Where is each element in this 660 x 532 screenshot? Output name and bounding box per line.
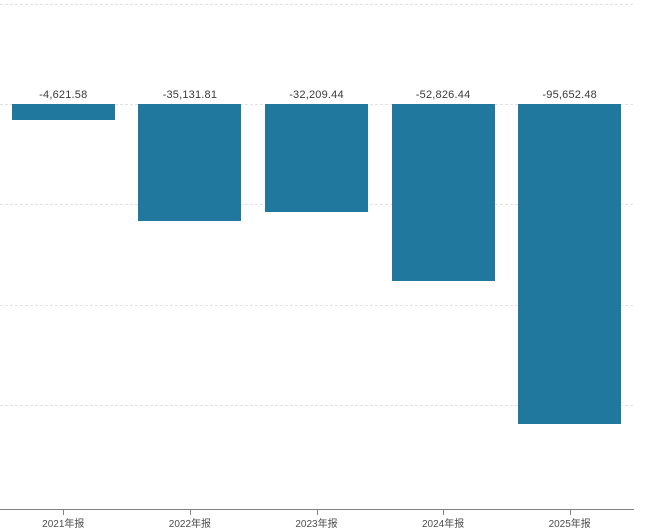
bar-value-label: -95,652.48	[542, 89, 597, 102]
x-axis-tick	[443, 510, 445, 515]
gridline	[0, 304, 633, 306]
x-axis-tick	[189, 510, 191, 515]
chart-bar-2024[interactable]	[391, 104, 495, 281]
x-axis-tick	[63, 510, 65, 515]
gridline	[0, 404, 633, 406]
bar-value-label: -52,826.44	[415, 89, 471, 102]
x-axis-label: 2025年报	[548, 519, 591, 530]
bar-value-label: -35,131.81	[162, 89, 218, 102]
chart-bar-2025[interactable]	[518, 104, 622, 424]
chart-bar-2021[interactable]	[11, 104, 115, 120]
gridline	[0, 4, 633, 5]
x-axis-tick	[569, 510, 571, 515]
x-axis-tick	[316, 510, 318, 515]
x-axis-label: 2024年报	[421, 519, 465, 530]
bar-value-label: -32,209.44	[289, 89, 344, 102]
x-axis-label: 2021年报	[42, 519, 85, 530]
x-axis-label: 2022年报	[168, 519, 212, 530]
x-axis-label: 2023年报	[295, 519, 338, 530]
chart-bar-2023[interactable]	[265, 104, 368, 212]
bar-value-label: -4,621.58	[39, 89, 88, 102]
chart-bar-2022[interactable]	[138, 104, 242, 222]
x-axis-line	[0, 509, 634, 510]
